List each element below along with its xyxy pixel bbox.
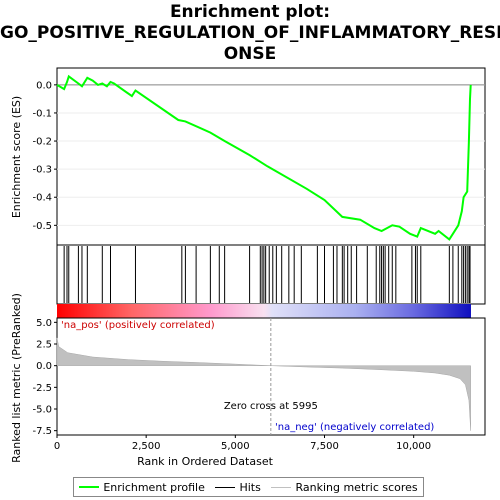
rank-color-bar [57, 304, 471, 318]
legend-item-metric: Ranking metric scores [271, 480, 418, 494]
es-panel: 0.0 -0.1 -0.2 -0.3 -0.4 -0.5 Enrichment score… [10, 67, 486, 246]
pos-label: 'na_pos' (positively correlated) [61, 320, 215, 331]
rank-gradient [57, 304, 471, 318]
xtick-label: 5,000 [221, 441, 250, 452]
legend-label-enrichment: Enrichment profile [103, 480, 205, 494]
x-ticks: 0 2,500 5,000 7,500 10,000 [54, 435, 431, 452]
title-line-2: GO_POSITIVE_REGULATION_OF_INFLAMMATORY_R… [0, 23, 500, 43]
es-ytick-label: -0.3 [32, 165, 52, 176]
es-ylabel: Enrichment score (ES) [10, 96, 23, 218]
es-ytick-label: -0.2 [32, 137, 52, 148]
hits-frame [56, 244, 486, 305]
es-ytick-label: 0.0 [36, 80, 52, 91]
legend-swatch-metric [271, 486, 292, 488]
es-ytick-label: -0.5 [32, 221, 52, 232]
legend: Enrichment profile Hits Ranking metric s… [73, 477, 424, 497]
legend-swatch-hits [215, 486, 236, 488]
metric-area [56, 337, 471, 431]
metric-ytick-label: -5.0 [32, 405, 52, 416]
title-line-1: Enrichment plot: [169, 2, 331, 22]
legend-item-enrichment: Enrichment profile [79, 481, 205, 494]
hit-marks [63, 246, 471, 303]
metric-ylabel: Ranked list metric (PreRanked) [10, 293, 23, 463]
title-line-3: ONSE [223, 44, 277, 64]
metric-ytick-label: -7.5 [32, 426, 52, 437]
es-series-line [56, 74, 472, 241]
zero-cross-label: Zero cross at 5995 [224, 401, 318, 412]
legend-item-hits: Hits [215, 480, 261, 494]
es-ytick-label: -0.4 [32, 193, 52, 204]
es-ytick-label: -0.1 [32, 108, 52, 119]
xtick-label: 2,500 [132, 441, 161, 452]
metric-panel: 5.0 2.5 0.0 -2.5 -5.0 -7.5 'na_pos' (positive… [10, 293, 486, 468]
legend-label-metric: Ranking metric scores [295, 480, 418, 494]
metric-ytick-label: 2.5 [36, 340, 52, 351]
metric-ytick-label: -2.5 [32, 383, 52, 394]
chart-title: Enrichment plot: GO_POSITIVE_REGULATION_… [0, 2, 500, 65]
xtick-label: 7,500 [310, 441, 339, 452]
hits-panel [56, 244, 486, 305]
xtick-label: 0 [54, 441, 60, 452]
metric-y-ticks: 5.0 2.5 0.0 -2.5 -5.0 -7.5 [32, 318, 57, 437]
x-axis-label: Rank in Ordered Dataset [137, 455, 274, 468]
xtick-label: 10,000 [396, 441, 431, 452]
metric-ytick-label: 5.0 [36, 318, 52, 329]
es-y-ticks: 0.0 -0.1 -0.2 -0.3 -0.4 -0.5 [32, 80, 57, 232]
es-plot-frame [56, 67, 486, 246]
metric-ytick-label: 0.0 [36, 361, 52, 372]
legend-label-hits: Hits [239, 480, 261, 494]
legend-swatch-enrichment [79, 486, 100, 488]
neg-label: 'na_neg' (negatively correlated) [275, 422, 434, 433]
